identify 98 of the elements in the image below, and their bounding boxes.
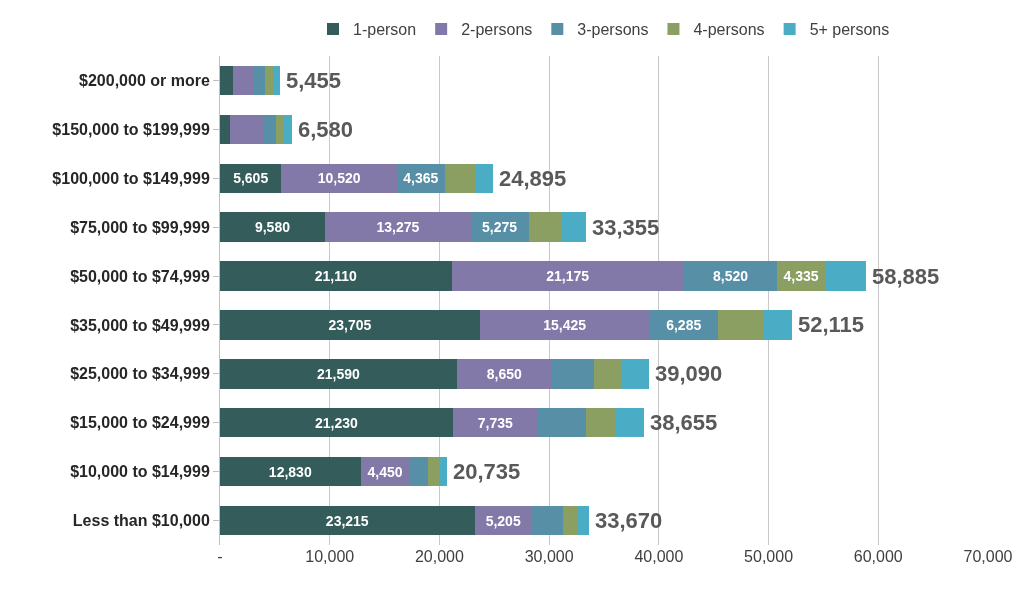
x-tick-label: -	[217, 548, 223, 565]
bar	[577, 505, 590, 536]
y-tick-label: $10,000 to $14,999	[70, 463, 210, 481]
bar	[273, 65, 280, 96]
bar	[824, 261, 867, 291]
bar	[253, 65, 265, 96]
data-label: 5,275	[482, 219, 518, 236]
total-label: 58,885	[872, 264, 940, 289]
bar	[475, 163, 494, 193]
data-label: 8,650	[486, 365, 522, 382]
data-label: 5,605	[233, 170, 269, 187]
bar	[428, 456, 440, 487]
data-label: 4,335	[783, 268, 819, 285]
data-label: 8,520	[713, 268, 749, 285]
bar	[444, 163, 476, 193]
data-label: 13,275	[376, 219, 420, 236]
bar	[232, 65, 254, 96]
bar	[451, 261, 684, 291]
bar	[220, 114, 230, 145]
bar	[537, 408, 586, 438]
y-tick-label: Less than $10,000	[72, 512, 210, 530]
bar	[283, 114, 293, 145]
y-tick-label: $200,000 or more	[79, 72, 210, 90]
y-tick-label: $15,000 to $24,999	[70, 414, 210, 432]
bar	[264, 65, 274, 96]
bar	[452, 408, 538, 438]
data-label: 23,705	[328, 316, 372, 333]
total-label: 20,735	[453, 459, 521, 484]
bar	[649, 310, 719, 340]
bar	[762, 310, 792, 340]
total-label: 24,895	[499, 166, 567, 191]
bar	[409, 456, 429, 487]
x-tick-label: 10,000	[305, 548, 355, 565]
y-tick-label: $150,000 to $199,999	[52, 120, 210, 138]
total-label: 33,355	[592, 215, 660, 240]
bar	[531, 505, 564, 536]
bar	[220, 359, 457, 389]
total-label: 39,090	[655, 361, 723, 386]
bar	[229, 114, 263, 145]
total-label: 33,670	[595, 508, 663, 533]
data-label: 9,580	[254, 219, 291, 236]
data-label: 23,215	[325, 512, 369, 529]
data-label: 7,735	[477, 414, 513, 431]
bar	[563, 505, 578, 536]
data-label: 21,110	[314, 268, 357, 285]
bar	[220, 505, 475, 536]
data-label: 21,590	[316, 365, 360, 382]
x-tick-label: 20,000	[414, 548, 464, 565]
data-label: 21,230	[314, 414, 358, 431]
legend-label: 2-persons	[461, 21, 533, 39]
data-label: 21,175	[546, 268, 590, 285]
bar	[683, 261, 778, 291]
y-tick-label: $25,000 to $34,999	[70, 365, 210, 383]
bar	[616, 408, 645, 438]
bar	[585, 408, 617, 438]
x-tick-label: 50,000	[744, 548, 794, 565]
legend-label: 1-person	[353, 21, 417, 39]
total-label: 38,655	[650, 410, 718, 435]
data-label: 10,520	[317, 170, 361, 187]
bar	[439, 456, 448, 487]
bar	[528, 212, 562, 242]
legend-label: 3-persons	[577, 21, 649, 39]
y-tick-label: $100,000 to $149,999	[52, 169, 210, 187]
data-label: 15,425	[543, 316, 587, 333]
y-tick-label: $50,000 to $74,999	[70, 267, 210, 285]
bar	[281, 163, 397, 193]
x-tick-label: 40,000	[634, 548, 684, 565]
bar	[275, 114, 284, 145]
bar	[561, 212, 586, 242]
bar	[262, 114, 276, 145]
bar	[718, 310, 763, 340]
y-tick-label: $35,000 to $49,999	[70, 316, 210, 334]
y-tick-label: $75,000 to $99,999	[70, 218, 210, 236]
data-label: 4,450	[367, 463, 403, 480]
data-label: 6,285	[666, 316, 702, 333]
bar	[220, 65, 233, 96]
data-label: 4,365	[403, 170, 439, 187]
bar	[622, 359, 649, 389]
bar	[594, 359, 623, 389]
data-label: 5,205	[485, 512, 521, 529]
bar	[220, 456, 361, 487]
bar	[220, 408, 453, 438]
legend-label: 5+ persons	[809, 21, 890, 39]
bar	[220, 261, 452, 291]
bar	[551, 359, 595, 389]
bar	[456, 359, 552, 389]
bar	[220, 310, 481, 340]
bar	[220, 212, 326, 242]
x-tick-label: 60,000	[853, 548, 903, 565]
x-tick-label: 30,000	[524, 548, 574, 565]
bar	[480, 310, 650, 340]
x-tick-label: 70,000	[963, 548, 1013, 565]
bar	[325, 212, 471, 242]
data-label: 12,830	[268, 463, 312, 480]
legend-label: 4-persons	[693, 21, 765, 39]
total-label: 6,580	[298, 117, 354, 142]
total-label: 52,115	[798, 312, 865, 337]
total-label: 5,455	[286, 68, 342, 93]
